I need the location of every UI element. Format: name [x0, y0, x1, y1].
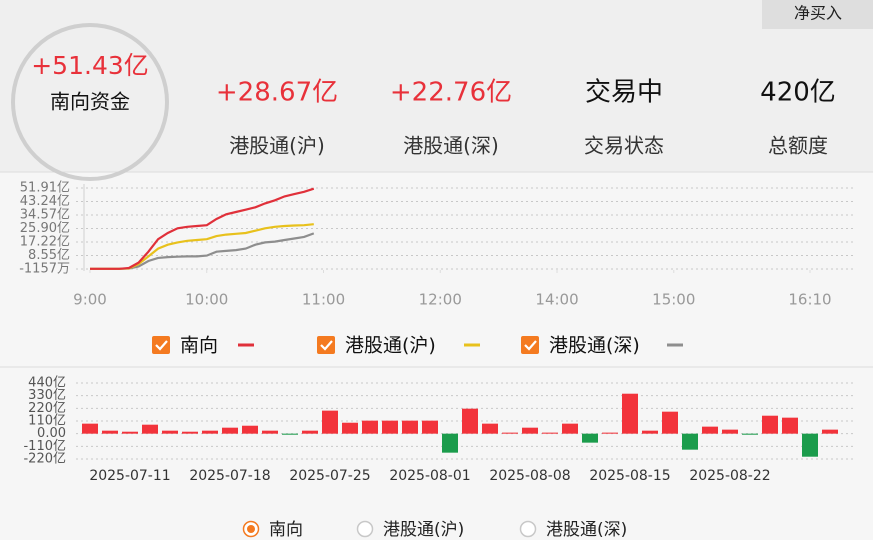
stat-label: 总额度: [768, 134, 828, 158]
bar: [502, 432, 518, 434]
bar: [602, 432, 618, 434]
bar: [262, 430, 278, 434]
stat-label: 交易状态: [584, 134, 664, 158]
legend-label[interactable]: 港股通(沪): [345, 335, 436, 357]
x-tick-label: 2025-08-22: [689, 468, 770, 484]
chart-bg: [0, 172, 873, 540]
x-tick-label: 12:00: [419, 291, 462, 309]
x-tick-label: 14:00: [535, 291, 578, 309]
bar: [402, 420, 418, 434]
stat-value: +28.67亿: [216, 78, 338, 108]
bar: [462, 408, 478, 434]
bar: [322, 410, 338, 434]
y-tick-label: -110亿: [23, 439, 66, 454]
check-mark[interactable]: [155, 340, 168, 351]
y-tick-label: 25.90亿: [20, 221, 70, 236]
radio-label[interactable]: 港股通(深): [546, 520, 627, 540]
y-tick-label: 43.24亿: [20, 194, 70, 209]
legend-checkbox[interactable]: [152, 336, 170, 354]
bar: [542, 432, 558, 434]
x-tick-label: 9:00: [73, 291, 107, 309]
bar: [482, 423, 498, 434]
bar: [102, 430, 118, 434]
bar: [742, 433, 758, 435]
summary-ring: [11, 23, 169, 181]
x-tick-label: 2025-07-11: [89, 468, 170, 484]
legend-checkbox[interactable]: [317, 336, 335, 354]
bar: [242, 425, 258, 434]
bar: [382, 420, 398, 434]
radio-label[interactable]: 南向: [269, 520, 303, 540]
radio[interactable]: [356, 520, 374, 538]
x-tick-label: 2025-07-25: [289, 468, 370, 484]
summary-value: +51.43亿: [31, 51, 149, 80]
bar: [662, 411, 678, 434]
bar: [222, 427, 238, 434]
stat-label: 港股通(沪): [229, 134, 325, 158]
y-tick-label: 110亿: [28, 414, 66, 429]
stat-value: +22.76亿: [390, 78, 512, 108]
bar: [562, 423, 578, 434]
radio-dot[interactable]: [247, 525, 255, 533]
x-tick-label: 2025-08-01: [389, 468, 470, 484]
y-tick-label: 17.22亿: [20, 235, 70, 250]
bar: [282, 433, 298, 435]
y-tick-label: 440亿: [28, 376, 66, 391]
y-tick-label: -220亿: [23, 452, 66, 467]
bar: [802, 433, 818, 457]
check-mark[interactable]: [524, 340, 537, 351]
bar: [122, 431, 138, 434]
bar: [622, 393, 638, 434]
x-tick-label: 11:00: [302, 291, 345, 309]
y-tick-label: 220亿: [28, 401, 66, 416]
x-tick-label: 2025-08-15: [589, 468, 670, 484]
bar: [422, 420, 438, 434]
stat-label: 港股通(深): [403, 134, 499, 158]
radio[interactable]: [519, 520, 537, 538]
bar: [342, 422, 358, 434]
bar: [682, 433, 698, 450]
bar: [142, 424, 158, 434]
bar: [522, 427, 538, 434]
bar: [582, 433, 598, 443]
check-mark[interactable]: [320, 340, 333, 351]
bar: [762, 415, 778, 434]
bar: [182, 431, 198, 434]
bar: [782, 417, 798, 434]
series-line: [90, 187, 315, 270]
x-tick-label: 2025-08-08: [489, 468, 570, 484]
stat-value: 交易中: [585, 78, 663, 108]
legend-label[interactable]: 南向: [180, 335, 218, 357]
x-tick-label: 16:10: [788, 291, 831, 309]
bar: [822, 429, 838, 434]
bar: [722, 429, 738, 434]
bar: [302, 430, 318, 434]
y-tick-label: 330亿: [28, 388, 66, 403]
bar: [442, 433, 458, 453]
bar: [702, 426, 718, 434]
y-tick-label: 0.00: [37, 426, 66, 441]
x-tick-label: 10:00: [185, 291, 228, 309]
stat-value: 420亿: [760, 78, 836, 108]
header-bg: [0, 0, 873, 172]
x-tick-label: 15:00: [652, 291, 695, 309]
net-buy-label[interactable]: 净买入: [794, 4, 842, 23]
bar: [642, 430, 658, 434]
x-tick-label: 2025-07-18: [189, 468, 270, 484]
y-tick-label: 51.91亿: [20, 181, 70, 196]
net-buy-button[interactable]: [762, 0, 873, 29]
legend-label[interactable]: 港股通(深): [549, 335, 640, 357]
y-tick-label: 34.57亿: [20, 207, 70, 222]
bar: [202, 430, 218, 434]
bar: [82, 423, 98, 434]
legend-checkbox[interactable]: [521, 336, 539, 354]
radio-label[interactable]: 港股通(沪): [383, 520, 464, 540]
bar: [362, 420, 378, 434]
y-tick-label: -1157万: [19, 262, 70, 277]
bar: [162, 430, 178, 434]
y-tick-label: 8.55亿: [28, 248, 70, 263]
summary-label: 南向资金: [50, 90, 130, 114]
